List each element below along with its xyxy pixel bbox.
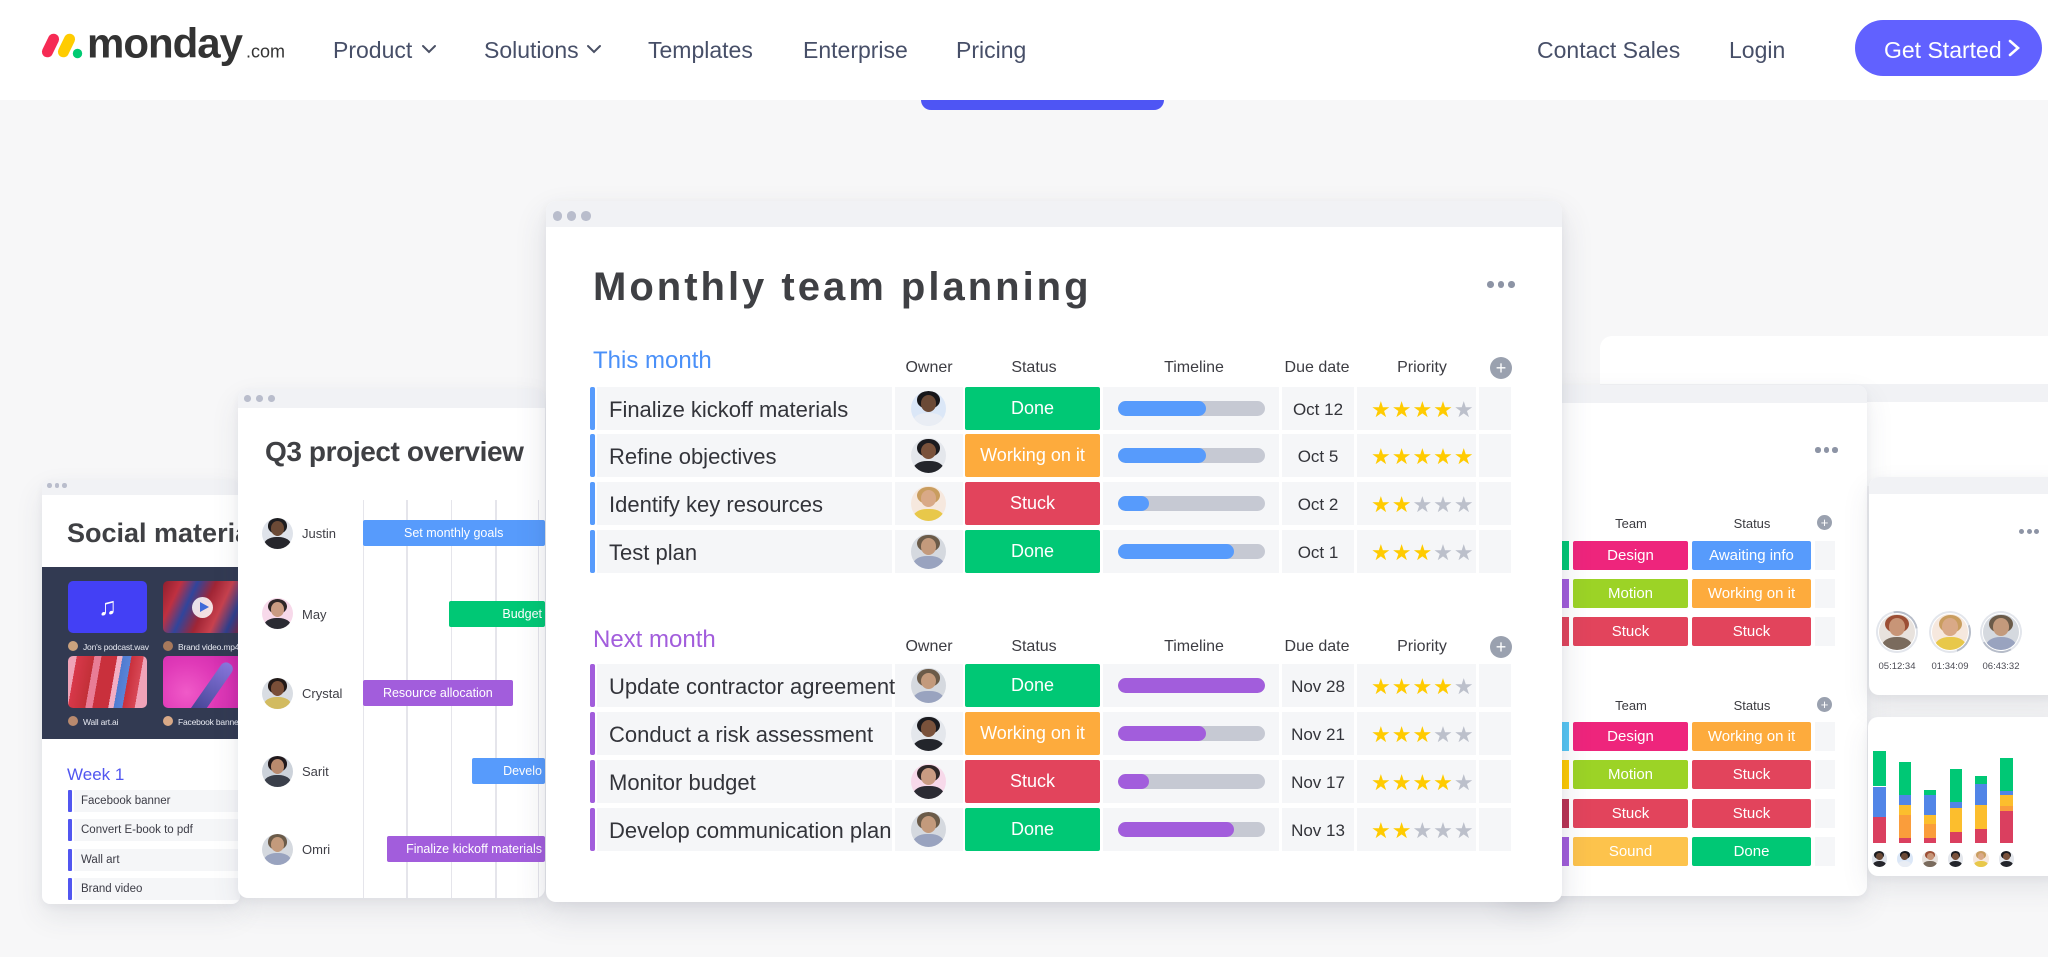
svg-text:.com: .com bbox=[246, 42, 285, 62]
svg-text:monday: monday bbox=[87, 20, 244, 67]
